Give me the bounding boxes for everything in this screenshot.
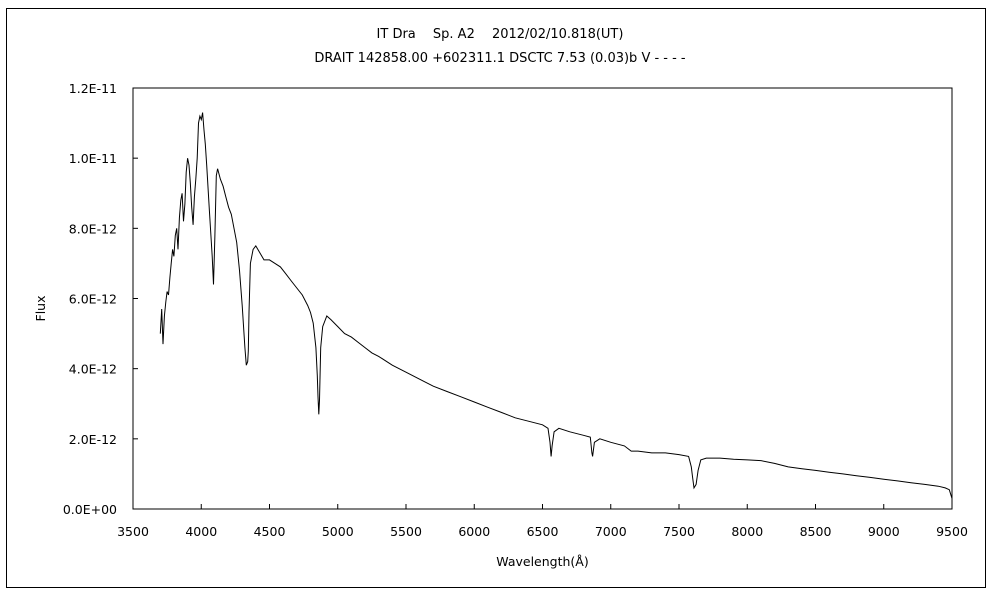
x-tick-label: 3500 xyxy=(117,524,149,539)
y-axis-label: Flux xyxy=(33,296,48,322)
y-tick-label: 1.2E-11 xyxy=(69,81,117,96)
x-tick-label: 5500 xyxy=(390,524,422,539)
x-tick-label: 8500 xyxy=(800,524,832,539)
y-tick-label: 1.0E-11 xyxy=(69,151,117,166)
y-axis: 0.0E+00 2.0E-12 4.0E-12 6.0E-12 8.0E-12 1.0E-… xyxy=(63,81,138,517)
x-tick-label: 4500 xyxy=(254,524,286,539)
x-tick-label: 8000 xyxy=(731,524,763,539)
x-tick-label: 7500 xyxy=(663,524,695,539)
x-axis: 3500 4000 4500 5000 5500 6000 6500 7000 7500 8000… xyxy=(117,504,968,539)
x-tick-label: 4000 xyxy=(185,524,217,539)
y-tick-label: 6.0E-12 xyxy=(69,292,117,307)
x-tick-label: 6000 xyxy=(458,524,490,539)
y-tick-label: 8.0E-12 xyxy=(69,221,117,236)
x-tick-label: 9500 xyxy=(936,524,968,539)
y-tick-label: 2.0E-12 xyxy=(69,432,117,447)
chart-title: IT Dra Sp. A2 2012/02/10.818(UT) xyxy=(376,27,624,42)
x-tick-label: 7000 xyxy=(595,524,627,539)
x-tick-label: 9000 xyxy=(868,524,900,539)
chart-subtitle: DRAIT 142858.00 +602311.1 DSCTC 7.53 (0.… xyxy=(314,51,686,66)
x-tick-label: 6500 xyxy=(527,524,559,539)
chart-frame xyxy=(6,8,986,588)
x-tick-label: 5000 xyxy=(322,524,354,539)
y-tick-label: 4.0E-12 xyxy=(69,362,117,377)
y-tick-label: 0.0E+00 xyxy=(63,502,117,517)
x-axis-label: Wavelength(Å) xyxy=(496,554,588,569)
spectrum-line xyxy=(159,112,953,499)
plot-area xyxy=(132,87,953,510)
